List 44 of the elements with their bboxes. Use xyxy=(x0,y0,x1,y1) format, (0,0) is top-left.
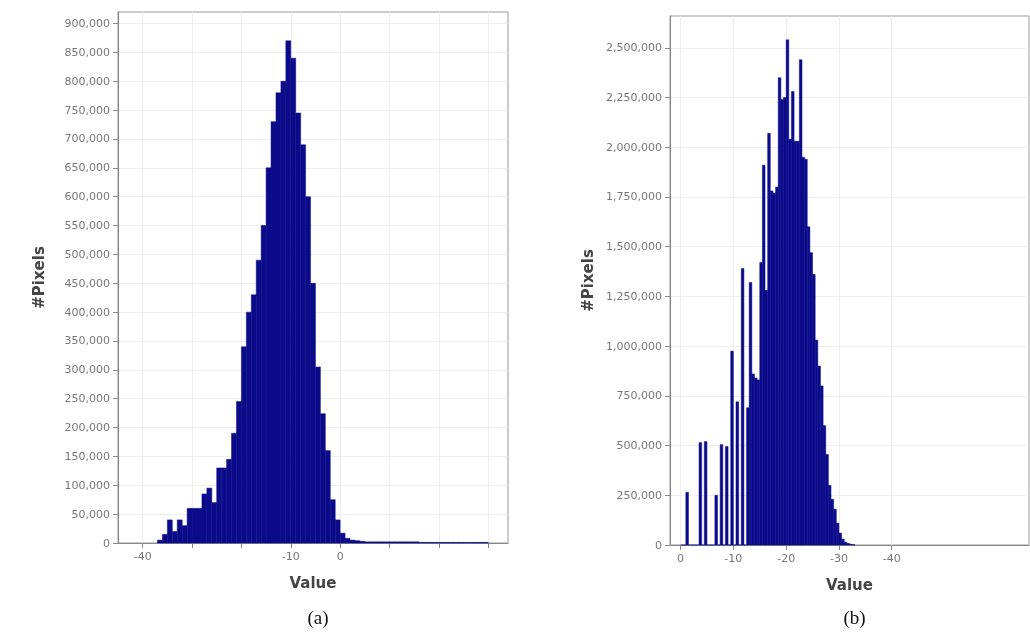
x-tick-label: -10 xyxy=(281,550,300,563)
y-axis-title: #Pixels xyxy=(29,246,48,309)
y-tick-label: 650,000 xyxy=(64,161,110,175)
x-tick-label: -40 xyxy=(133,550,152,563)
y-tick-label: 750,000 xyxy=(64,103,110,117)
y-tick-label: 1,000,000 xyxy=(606,339,662,353)
y-tick-label: 250,000 xyxy=(64,392,110,406)
y-tick-label: 500,000 xyxy=(616,439,662,453)
y-tick-label: 750,000 xyxy=(616,389,662,403)
y-tick-label: 150,000 xyxy=(64,449,110,463)
x-tick-label: 0 xyxy=(677,552,685,565)
y-tick-label: 0 xyxy=(655,538,662,552)
y-tick-label: 100,000 xyxy=(64,478,110,492)
y-tick-label: 50,000 xyxy=(71,507,110,521)
y-tick-label: 450,000 xyxy=(64,276,110,290)
y-axis-title: #Pixels xyxy=(578,249,597,312)
x-tick-label: -40 xyxy=(882,552,901,565)
x-tick-label: -20 xyxy=(777,552,796,565)
y-tick-label: 400,000 xyxy=(64,305,110,319)
y-tick-label: 800,000 xyxy=(64,74,110,88)
y-tick-label: 850,000 xyxy=(64,45,110,59)
y-tick-label: 300,000 xyxy=(64,363,110,377)
y-tick-label: 1,250,000 xyxy=(606,289,662,303)
y-tick-label: 2,250,000 xyxy=(606,91,662,105)
x-tick-label: 0 xyxy=(336,550,344,563)
y-tick-label: 200,000 xyxy=(64,421,110,435)
y-tick-label: 2,000,000 xyxy=(606,140,662,154)
y-tick-label: 550,000 xyxy=(64,219,110,233)
text: (b) xyxy=(843,607,866,629)
y-tick-label: 900,000 xyxy=(64,17,110,31)
y-tick-label: 600,000 xyxy=(64,190,110,204)
y-tick-label: 2,500,000 xyxy=(606,41,662,55)
x-tick-label: -10 xyxy=(724,552,743,565)
y-tick-label: 500,000 xyxy=(64,247,110,261)
y-tick-label: 250,000 xyxy=(616,488,662,502)
y-tick-label: 0 xyxy=(103,536,110,550)
y-tick-label: 1,500,000 xyxy=(606,240,662,254)
y-tick-label: 350,000 xyxy=(64,334,110,348)
x-tick-label: -30 xyxy=(829,552,848,565)
x-axis-title: Value xyxy=(826,575,873,594)
x-axis-title: Value xyxy=(289,573,337,592)
text: (a) xyxy=(307,607,329,629)
y-tick-label: 700,000 xyxy=(64,132,110,146)
y-tick-label: 1,750,000 xyxy=(606,190,662,204)
